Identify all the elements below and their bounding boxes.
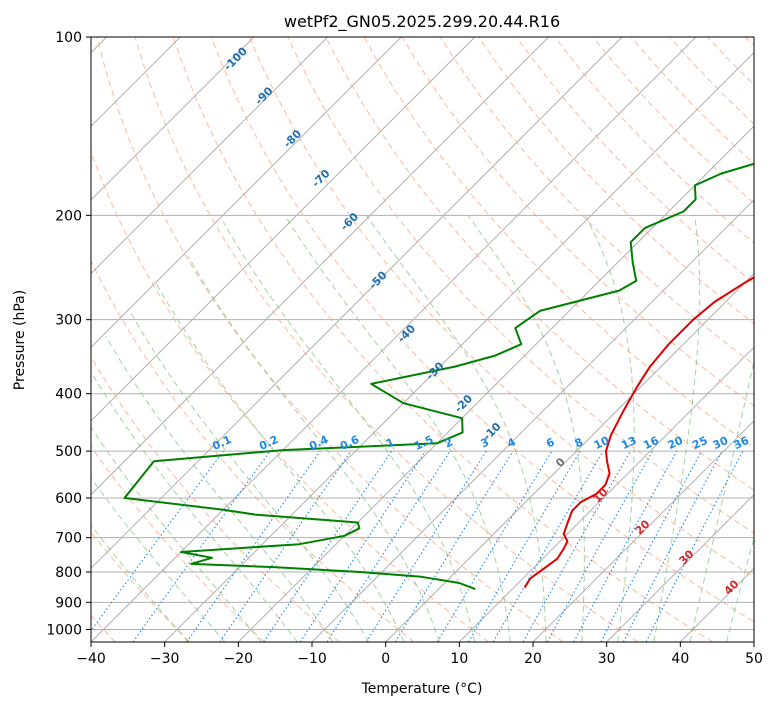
- mixing-ratio-line: [263, 450, 393, 642]
- dry-adiabat-line: [96, 37, 564, 642]
- mixing-ratio-label: 36: [732, 434, 752, 452]
- x-tick-label: −10: [297, 651, 327, 667]
- moist-adiabat-line: [222, 221, 476, 642]
- mixing-ratio-line: [186, 450, 321, 642]
- dry-adiabat-line: [210, 37, 754, 623]
- mixing-ratio-label: 25: [690, 434, 709, 452]
- mixing-ratio-label: 10: [592, 434, 612, 452]
- y-tick-label: 200: [55, 208, 82, 224]
- y-tick-label: 500: [55, 444, 82, 460]
- isotherm-line: [91, 37, 549, 496]
- x-tick-label: 10: [450, 651, 468, 667]
- isotherm-line: [91, 37, 402, 348]
- x-tick-label: 30: [598, 651, 616, 667]
- chart-title: wetPf2_GN05.2025.299.20.44.R16: [284, 12, 560, 32]
- x-tick-label: −40: [76, 651, 106, 667]
- isotherm-line: [91, 37, 623, 570]
- dry-adiabat-line: [91, 445, 265, 642]
- x-tick-label: 40: [671, 651, 689, 667]
- x-tick-label: 0: [381, 651, 390, 667]
- axis-ticks: −40 −30 −20 −10 0 10 20 30 40 50 100 200 300 400 500 60…: [46, 30, 763, 667]
- mixing-ratio-line: [91, 450, 224, 632]
- y-tick-label: 700: [55, 531, 82, 547]
- isotherm-line: [91, 37, 328, 275]
- isotherm-line: [237, 125, 754, 642]
- mixing-ratio-label: 20: [666, 434, 686, 452]
- y-tick-label: 600: [55, 491, 82, 507]
- mixing-ratio-line: [219, 450, 352, 642]
- dry-adiabat-line: [91, 259, 415, 642]
- isotherm-line: [91, 37, 697, 642]
- moist-adiabat-line: [284, 215, 511, 642]
- mixing-ratio-label: 30: [711, 434, 731, 452]
- isotherm-line: [532, 420, 754, 642]
- dry-adiabat-line: [134, 37, 639, 642]
- mixing-ratio-line: [645, 450, 744, 642]
- dry-adiabat-line: [249, 37, 754, 578]
- moist-adiabat-line: [129, 310, 370, 642]
- isotherm-line: [91, 37, 476, 422]
- y-tick-label: 1000: [46, 622, 82, 638]
- mixing-ratio-line: [522, 450, 631, 642]
- moist-adiabat-line: [187, 256, 440, 642]
- profile-lines: [123, 162, 754, 591]
- moist-adiabat-line: [584, 215, 635, 642]
- dry-adiabat-line: [287, 37, 754, 534]
- dry-adiabat-line: [91, 356, 340, 642]
- mixing-ratio-line: [299, 450, 426, 642]
- isotherm-line: [606, 493, 754, 642]
- mixing-ratio-line: [132, 450, 271, 642]
- isotherm-line: [91, 37, 255, 201]
- mixing-ratio-line: [573, 450, 678, 642]
- x-axis-label: Temperature (°C): [361, 681, 483, 697]
- y-tick-label: 800: [55, 565, 82, 581]
- y-tick-label: 900: [55, 595, 82, 611]
- mixing-ratio-line: [546, 450, 654, 642]
- moist-adiabat-line: [653, 215, 701, 642]
- moist-adiabat-line: [105, 336, 334, 642]
- mixing-ratio-line: [326, 450, 451, 642]
- mixing-ratio-label: 13: [619, 434, 638, 452]
- x-tick-label: −20: [224, 651, 254, 667]
- y-axis-label: Pressure (hPa): [12, 290, 28, 390]
- moist-adiabat-line: [91, 524, 189, 642]
- isotherm-line: [385, 272, 754, 642]
- y-tick-label: 300: [55, 313, 82, 329]
- moist-adiabat-line: [91, 476, 226, 642]
- moist-adiabat-line: [91, 370, 298, 642]
- plot-frame: [90, 36, 755, 643]
- y-tick-label: 400: [55, 387, 82, 403]
- isotherm-line: [458, 346, 754, 642]
- dry-adiabat-line: [478, 37, 754, 325]
- x-tick-label: 20: [524, 651, 542, 667]
- dry-adiabat-line: [172, 37, 713, 642]
- dry-adiabat-line: [516, 37, 754, 284]
- mixing-ratio-line: [394, 450, 514, 642]
- dewpoint-profile-line: [123, 162, 754, 591]
- background-lines: [91, 37, 754, 642]
- moist-adiabat-line: [365, 215, 547, 642]
- moist-adiabat-line: [467, 215, 585, 642]
- x-tick-label: 50: [745, 651, 763, 667]
- mixing-ratio-label: 16: [641, 434, 661, 452]
- isotherm-line: [164, 51, 754, 642]
- dry-adiabat-line: [325, 37, 754, 491]
- temperature-profile-line: [523, 276, 754, 589]
- x-tick-label: −30: [150, 651, 180, 667]
- moist-adiabat-line: [91, 426, 262, 642]
- y-tick-label: 100: [55, 30, 82, 46]
